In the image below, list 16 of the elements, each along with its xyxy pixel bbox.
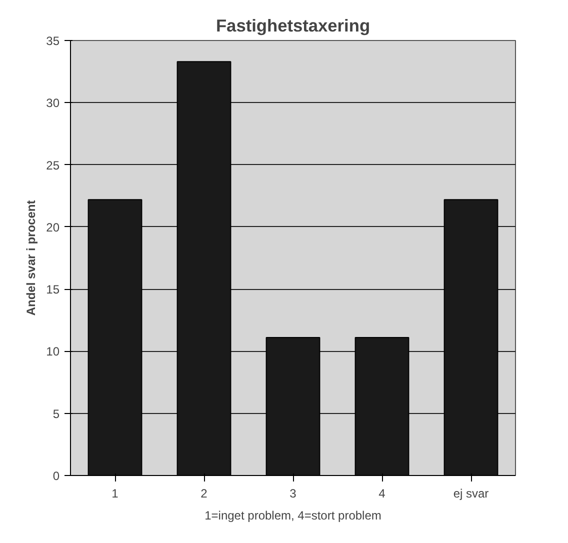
y-tick-label: 20 bbox=[46, 220, 60, 234]
y-tick-label: 15 bbox=[46, 282, 60, 297]
x-tick-label: ej svar bbox=[453, 486, 489, 500]
x-axis-title: 1=inget problem, 4=stort problem bbox=[204, 508, 382, 522]
y-axis-title: Andel svar i procent bbox=[24, 200, 38, 316]
x-tick-label: 2 bbox=[200, 486, 208, 500]
y-tick-label: 0 bbox=[52, 469, 60, 483]
x-tick-label: 4 bbox=[378, 486, 386, 500]
x-tick-label: 1 bbox=[112, 486, 119, 500]
y-tick-label: 35 bbox=[46, 34, 60, 48]
x-tick-label: 3 bbox=[290, 486, 297, 500]
y-tick-label: 25 bbox=[46, 158, 60, 172]
y-tick-label: 10 bbox=[46, 344, 60, 359]
y-tick-label: 5 bbox=[52, 406, 60, 421]
y-tick-label: 30 bbox=[46, 96, 60, 110]
chart-title: Fastighetstaxering bbox=[216, 16, 370, 36]
